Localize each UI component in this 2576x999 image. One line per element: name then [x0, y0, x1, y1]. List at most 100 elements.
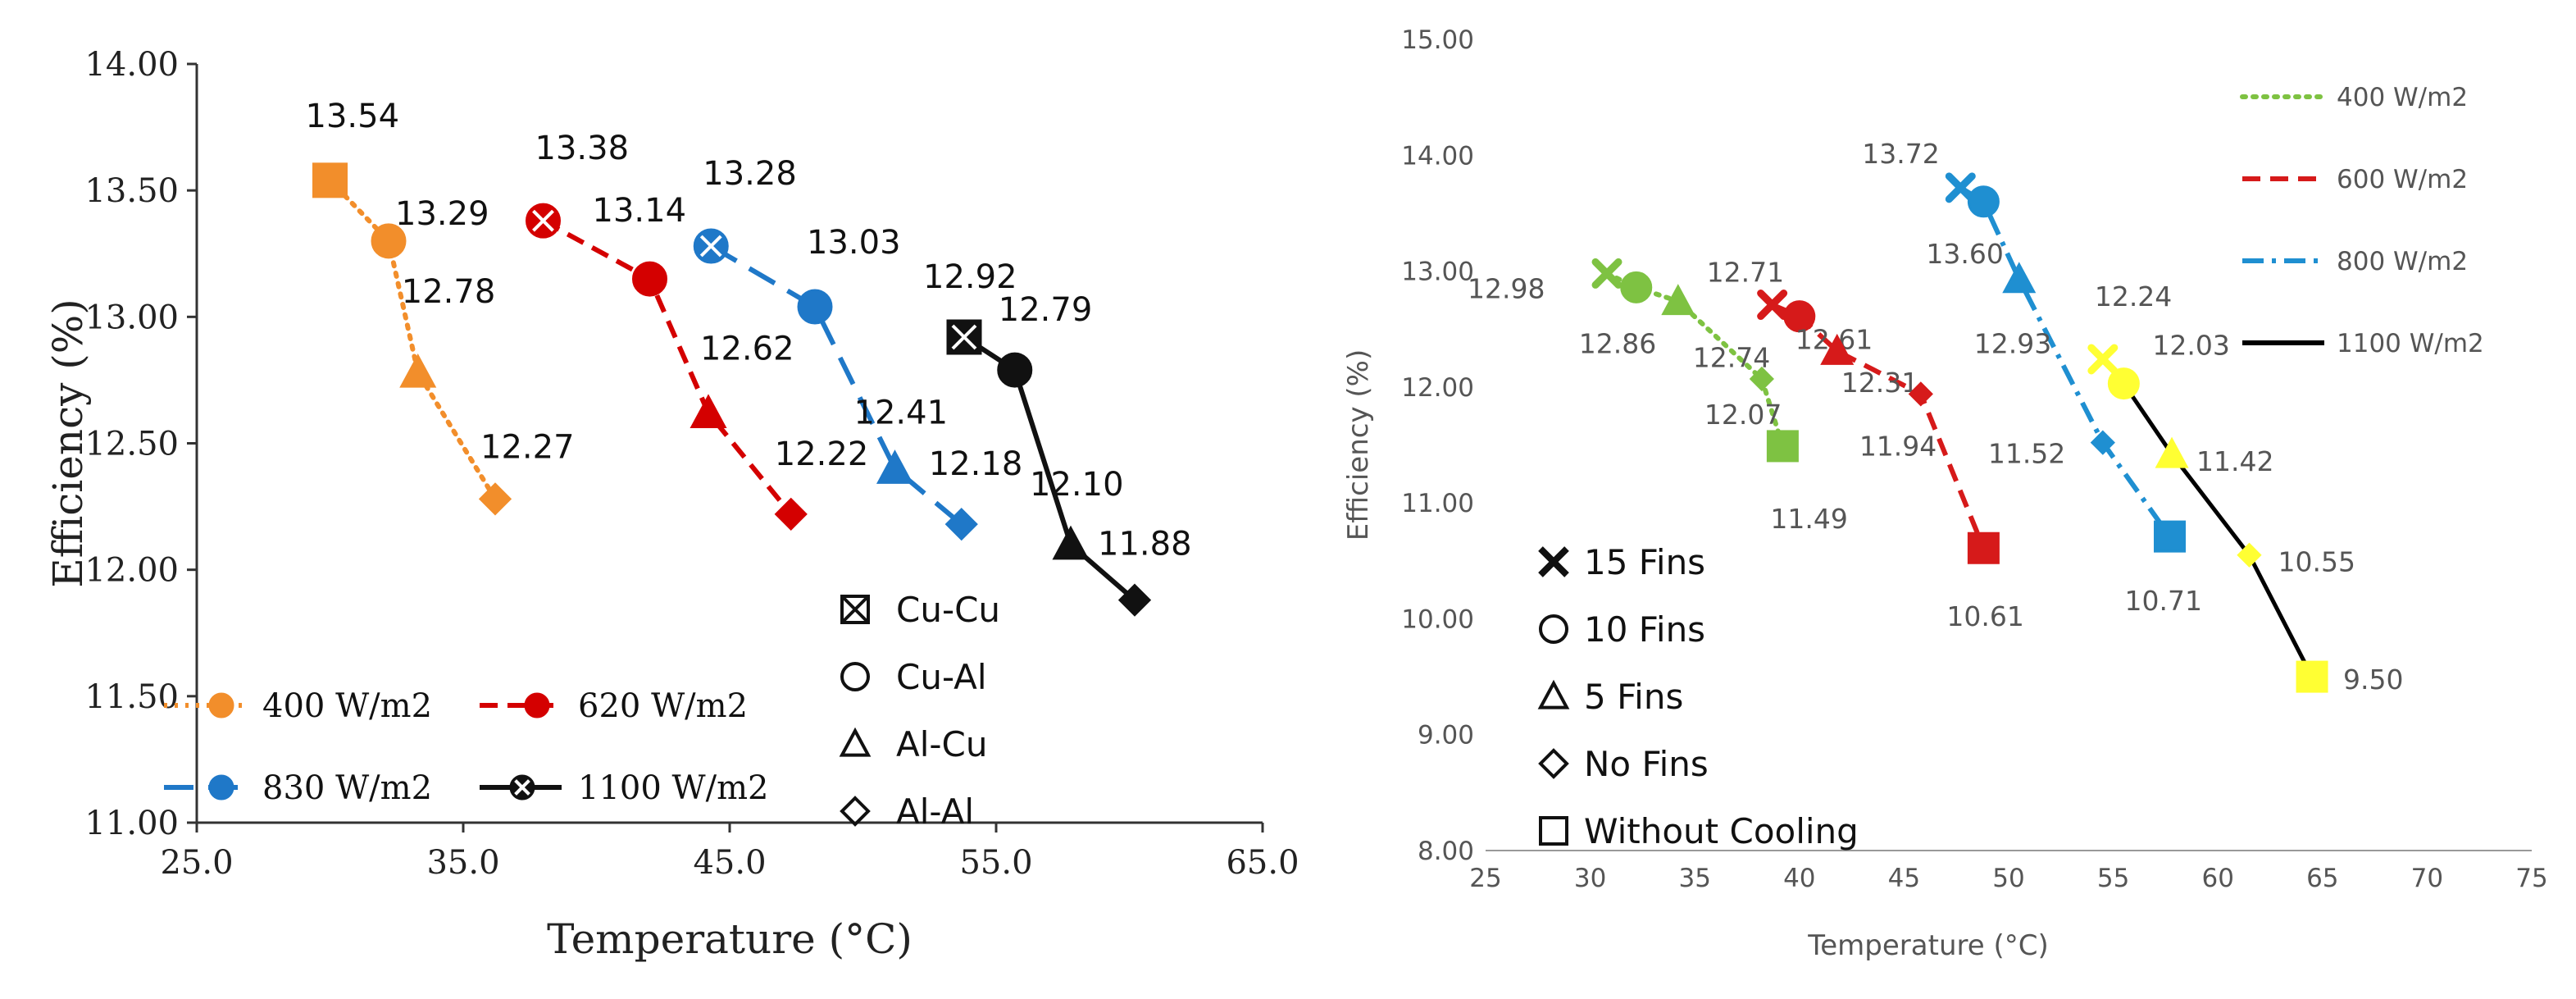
- y-tick-label: 10.00: [1401, 604, 1474, 634]
- data-point: [2090, 430, 2115, 455]
- marker-legend-icon-shape: [840, 595, 870, 624]
- legend-marker: [509, 774, 535, 801]
- data-point-cross: [699, 235, 722, 258]
- y-tick-label: 12.00: [84, 552, 179, 590]
- data-point: [774, 497, 808, 531]
- data-point-shape: [690, 394, 727, 428]
- data-point-shape: [399, 354, 437, 388]
- y-tick-label: 12.50: [84, 426, 179, 463]
- x-tick-label: 35.0: [426, 844, 499, 882]
- y-tick-label: 14.00: [1401, 141, 1474, 171]
- data-point-shape: [1908, 381, 1933, 407]
- legend-item: 620 W/m2: [480, 687, 748, 725]
- data-point: [2237, 542, 2262, 568]
- data-point: [1661, 284, 1695, 316]
- chart-left: 11.00 11.50 12.00 12.50 13.00 13.50 14.00 25.0 3…: [44, 46, 1299, 963]
- x-tick-label: 45: [1888, 864, 1920, 893]
- data-label: 12.74: [1693, 341, 1770, 373]
- data-label: 13.60: [1926, 238, 2003, 270]
- marker-legend-item: Cu-Cu: [840, 590, 1000, 630]
- marker-legend-icon-shape: [1538, 748, 1569, 779]
- data-label: 11.52: [1988, 438, 2065, 470]
- y-tick-label: 8.00: [1418, 837, 1474, 866]
- data-label: 13.54: [306, 98, 400, 135]
- y-axis-title: Efficiency (%): [44, 299, 92, 587]
- data-point: [1945, 172, 1976, 203]
- data-point: [1052, 525, 1090, 560]
- data-label: 12.24: [2095, 281, 2172, 312]
- legend-label: 400 W/m2: [262, 687, 432, 725]
- data-label: 11.88: [1098, 526, 1192, 563]
- data-point: [2154, 520, 2187, 553]
- series-400-w-m2: 13.54 13.29 12.78 12.27: [306, 98, 575, 516]
- data-label: 10.61: [1946, 600, 2023, 632]
- legend-label: 830 W/m2: [262, 769, 432, 807]
- data-point-shape: [997, 352, 1033, 388]
- y-tick-label: 11.50: [84, 678, 179, 716]
- data-point-shape: [1117, 583, 1152, 617]
- data-point: [1766, 430, 1799, 463]
- data-label: 9.50: [2343, 664, 2403, 696]
- data-point: [1620, 271, 1653, 303]
- marker-legend-item: Al-Cu: [839, 724, 988, 764]
- x-tick-label: 50: [1992, 864, 2024, 893]
- data-label: 11.49: [1770, 503, 1847, 535]
- data-point: [1908, 381, 1933, 407]
- data-point: [1967, 531, 2000, 564]
- legend-item: 600 W/m2: [2242, 165, 2468, 194]
- y-tick-label: 13.00: [84, 299, 179, 336]
- series-830-w-m2: 13.28 13.03 12.41 12.18: [693, 155, 1022, 541]
- marker-legend-item: 10 Fins: [1539, 609, 1705, 650]
- y-tick-label: 15.00: [1401, 25, 1474, 55]
- data-label: 10.71: [2125, 585, 2202, 617]
- legend-label: 800 W/m2: [2337, 247, 2468, 276]
- data-point-shape: [1661, 284, 1695, 316]
- x-tick-label: 70: [2411, 864, 2443, 893]
- data-label: 13.28: [703, 155, 797, 193]
- data-point-shape: [1766, 430, 1799, 463]
- marker-legend-label: Al-Al: [896, 791, 974, 832]
- data-label: 12.93: [1974, 327, 2051, 359]
- x-tick-label: 45.0: [693, 844, 766, 882]
- marker-legend-item: No Fins: [1538, 744, 1709, 784]
- data-point-shape: [876, 449, 914, 484]
- data-point-shape: [774, 497, 808, 531]
- data-label: 12.92: [923, 258, 1017, 296]
- marker-legend-icon-shape: [1538, 546, 1569, 577]
- data-point-cross: [951, 324, 977, 350]
- data-label: 12.03: [2152, 330, 2229, 362]
- data-point: [632, 261, 667, 297]
- data-point: [1757, 290, 1788, 321]
- legend-marker: [524, 692, 550, 718]
- x-tick-label: 30: [1574, 864, 1606, 893]
- marker-legend-icon-cross: [840, 595, 870, 624]
- data-label: 13.29: [395, 195, 489, 233]
- data-point-shape: [2296, 660, 2328, 693]
- data-label: 10.55: [2278, 546, 2355, 578]
- marker-legend-icon: [1539, 614, 1568, 644]
- data-label: 13.38: [535, 130, 630, 167]
- legend-item: 1100 W/m2: [2242, 329, 2484, 358]
- legend-item: 800 W/m2: [2242, 247, 2468, 276]
- marker-legend-icon-shape: [839, 727, 872, 757]
- data-point: [946, 319, 982, 355]
- x-tick-label: 55: [2097, 864, 2129, 893]
- marker-legend-icon: [1539, 816, 1568, 846]
- marker-legend-label: Al-Cu: [896, 724, 988, 764]
- data-point-shape: [1967, 185, 2000, 218]
- x-tick-label: 75: [2515, 864, 2547, 893]
- data-point-shape: [312, 162, 348, 198]
- data-point: [1749, 366, 1774, 392]
- data-point: [693, 228, 729, 264]
- data-point: [2107, 367, 2140, 400]
- data-point: [2296, 660, 2328, 693]
- x-tick-label: 55.0: [959, 844, 1032, 882]
- x-tick-label: 25.0: [160, 844, 233, 882]
- legend-label: 1100 W/m2: [578, 769, 768, 807]
- legend-marker-shape: [208, 774, 234, 801]
- x-axis-title: Temperature (°C): [547, 915, 913, 963]
- marker-legend-icon-shape: [840, 796, 871, 827]
- data-point-shape: [1620, 271, 1653, 303]
- series-800-w-m2: 13.72 13.60 12.93 11.52 10.71: [1862, 138, 2202, 617]
